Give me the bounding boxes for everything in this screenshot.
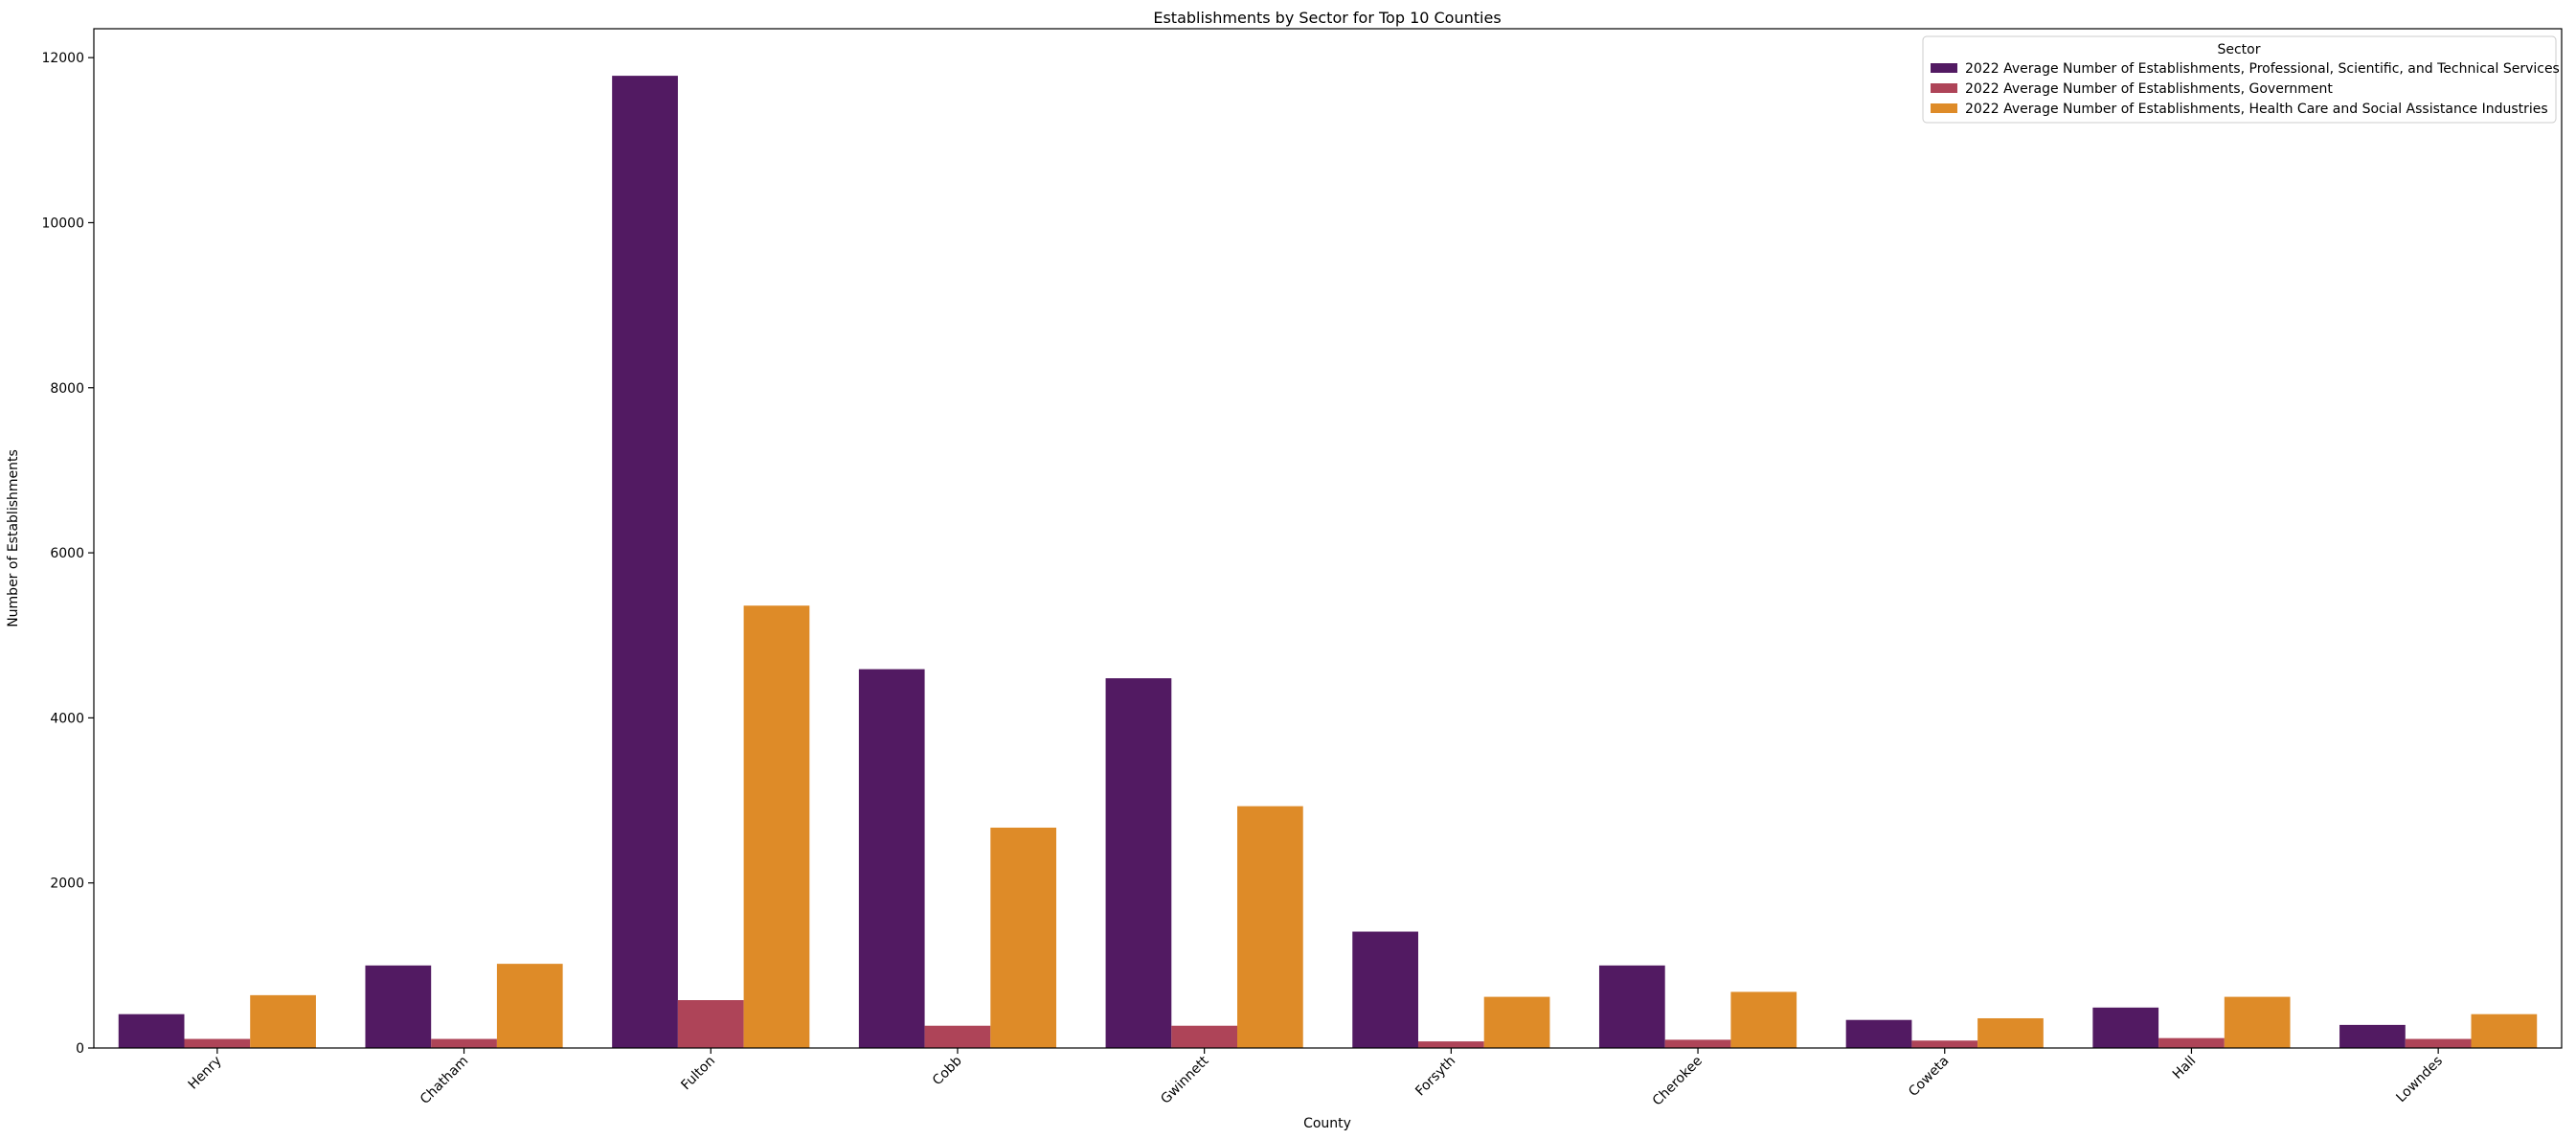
bar-hall-series-1	[2092, 1007, 2159, 1048]
bar-lowndes-series-3	[2471, 1014, 2538, 1048]
bar-fulton-series-1	[612, 76, 678, 1049]
chart-title: Establishments by Sector for Top 10 Coun…	[1153, 9, 1501, 27]
bar-cobb-series-2	[924, 1025, 991, 1048]
legend-box	[1922, 35, 2557, 124]
bar-gwinnett-series-1	[1105, 678, 1172, 1048]
bar-henry-series-3	[250, 994, 316, 1048]
bars	[118, 76, 2538, 1049]
bar-lowndes-series-2	[2405, 1038, 2472, 1048]
bar-cobb-series-3	[990, 827, 1057, 1048]
bar-gwinnett-series-3	[1237, 806, 1303, 1048]
y-tick-label: 0	[76, 1041, 84, 1057]
bar-hall-series-2	[2158, 1037, 2225, 1048]
bar-gwinnett-series-2	[1171, 1025, 1238, 1048]
bar-cherokee-series-2	[1664, 1039, 1731, 1048]
legend: Sector 2022 Average Number of Establishm…	[1922, 35, 2560, 124]
legend-label: 2022 Average Number of Establishments, H…	[1965, 102, 2548, 117]
y-tick-label: 2000	[50, 877, 84, 892]
bar-chatham-series-2	[431, 1038, 497, 1048]
bar-fulton-series-2	[677, 1000, 744, 1048]
y-tick-label: 6000	[50, 546, 84, 561]
legend-swatch	[1931, 83, 1957, 93]
legend-title: Sector	[2217, 42, 2260, 57]
bar-lowndes-series-1	[2339, 1024, 2406, 1048]
bar-cherokee-series-3	[1730, 991, 1797, 1048]
legend-label: 2022 Average Number of Establishments, P…	[1965, 61, 2560, 77]
bar-coweta-series-3	[1977, 1017, 2044, 1048]
bar-henry-series-1	[118, 1014, 185, 1048]
x-axis-label: County	[1303, 1116, 1351, 1131]
legend-swatch	[1931, 103, 1957, 113]
bar-coweta-series-1	[1845, 1019, 1912, 1048]
y-axis: 0 2000 4000 6000 8000 10000 12000	[41, 51, 94, 1057]
bar-forsyth-series-2	[1417, 1041, 1484, 1048]
bar-forsyth-series-1	[1352, 931, 1418, 1048]
y-tick-label: 4000	[50, 711, 84, 726]
legend-label: 2022 Average Number of Establishments, G…	[1965, 81, 2333, 97]
bar-cherokee-series-1	[1598, 965, 1665, 1048]
plot-frame	[93, 28, 2563, 1049]
bar-fulton-series-3	[743, 605, 810, 1048]
bar-chatham-series-3	[496, 964, 563, 1048]
y-tick-label: 10000	[41, 216, 84, 231]
y-axis-label: Number of Establishments	[6, 449, 21, 627]
bar-forsyth-series-3	[1483, 996, 1550, 1048]
bar-cobb-series-1	[858, 669, 925, 1048]
legend-swatch	[1931, 63, 1957, 73]
bar-henry-series-2	[184, 1038, 251, 1048]
y-tick-label: 8000	[50, 381, 84, 397]
y-tick-label: 12000	[41, 51, 84, 66]
legend-items: 2022 Average Number of Establishments, P…	[1931, 61, 2560, 117]
bar-hall-series-3	[2224, 996, 2291, 1048]
bar-coweta-series-2	[1911, 1040, 1978, 1048]
bar-chatham-series-1	[365, 965, 432, 1048]
